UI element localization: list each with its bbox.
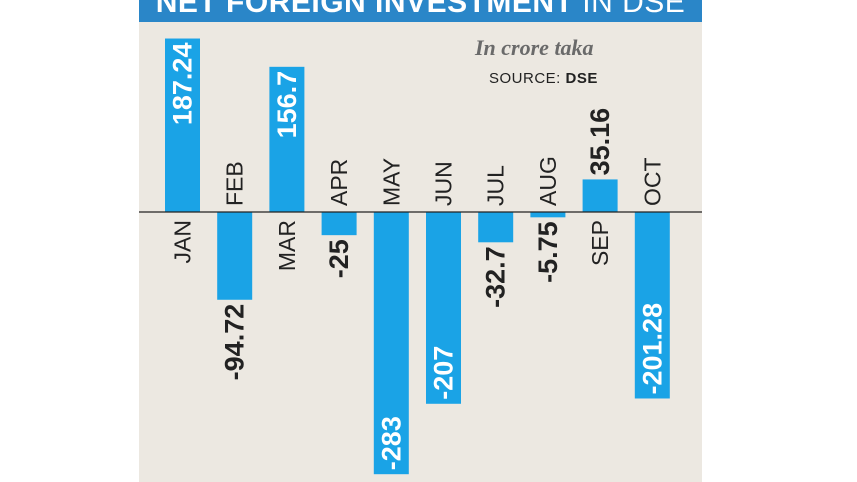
tick-label-jan: JAN xyxy=(170,220,196,263)
tick-label-may: MAY xyxy=(378,158,404,206)
source-label: SOURCE: xyxy=(489,70,561,87)
bar-chart: 187.24 JAN -94.72 FEB 156.7 MAR -25 APR -283 MAY -… xyxy=(139,38,702,475)
data-label-jul: -32.7 xyxy=(481,246,511,308)
data-label-aug: -5.75 xyxy=(533,221,563,283)
source-line: SOURCE: DSE xyxy=(489,70,598,87)
tick-label-jul: JUL xyxy=(483,165,509,206)
bar-feb xyxy=(217,212,253,300)
chart-title-main: NET FOREIGN INVESTMENT xyxy=(155,0,574,19)
bar-may xyxy=(373,212,409,475)
title-band: NET FOREIGN INVESTMENT IN DSE xyxy=(139,0,702,22)
data-label-oct: -201.28 xyxy=(637,303,667,395)
chart-subtitle: In crore taka xyxy=(475,35,594,60)
bar-jul xyxy=(478,212,514,243)
bar-oct xyxy=(634,212,670,399)
data-label-feb: -94.72 xyxy=(220,304,250,381)
data-label-jun: -207 xyxy=(429,346,459,400)
bar-jan xyxy=(165,38,200,212)
data-label-sep: 35.16 xyxy=(585,108,615,176)
chart-title-rest: IN DSE xyxy=(582,0,686,19)
bar-sep xyxy=(582,179,618,212)
data-label-mar: 156.7 xyxy=(272,71,302,139)
tick-label-jun: JUN xyxy=(431,161,457,206)
tick-label-mar: MAR xyxy=(274,220,300,271)
tick-label-sep: SEP xyxy=(587,220,613,266)
bar-jun xyxy=(426,212,461,404)
tick-label-apr: APR xyxy=(326,159,352,206)
bar-mar xyxy=(269,66,305,213)
data-label-jan: 187.24 xyxy=(168,43,198,126)
tick-label-aug: AUG xyxy=(535,156,561,206)
tick-label-oct: OCT xyxy=(639,157,665,206)
bar-aug xyxy=(530,212,566,218)
source-name: DSE xyxy=(565,70,598,87)
data-label-may: -283 xyxy=(376,416,406,470)
tick-label-feb: FEB xyxy=(222,161,248,206)
data-label-apr: -25 xyxy=(324,239,354,278)
bar-apr xyxy=(321,212,357,236)
chart-title: NET FOREIGN INVESTMENT IN DSE xyxy=(139,0,702,20)
chart-panel: NET FOREIGN INVESTMENT IN DSE In crore t… xyxy=(139,0,702,482)
